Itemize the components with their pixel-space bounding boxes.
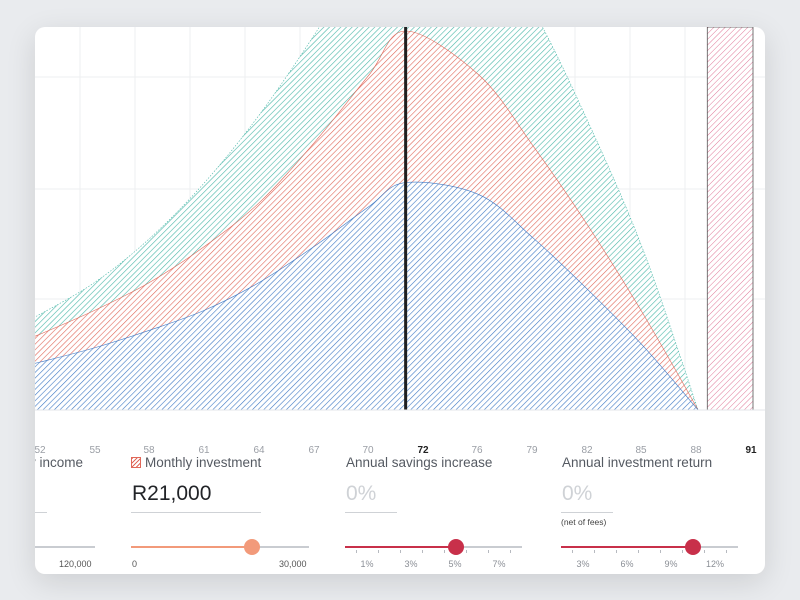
projection-area-blue — [35, 181, 699, 411]
x-tick-label: 82 — [581, 445, 593, 456]
return-tick-label: 9% — [664, 559, 678, 569]
slider-tick — [488, 550, 489, 553]
slider-tick — [682, 550, 683, 553]
x-tick-label: 72 — [417, 445, 429, 456]
income-control: y income 120,000 — [35, 455, 115, 574]
x-tick-label: 91 — [745, 445, 757, 456]
slider-tick — [616, 550, 617, 553]
savings-tick-label: 7% — [492, 559, 506, 569]
slider-tick — [704, 550, 705, 553]
slider-tick — [572, 550, 573, 553]
x-tick-label: 52 — [35, 445, 46, 456]
monthly-investment-min-label: 0 — [132, 559, 138, 569]
net-of-fees-note: (net of fees) — [561, 517, 607, 527]
savings-increase-value[interactable]: 0% — [346, 482, 377, 505]
slider-tick — [422, 550, 423, 553]
slider-tick — [594, 550, 595, 553]
investment-return-value[interactable]: 0% — [562, 482, 593, 505]
savings-increase-underline — [345, 512, 397, 513]
investment-return-slider-fill — [561, 546, 693, 548]
savings-tick-label: 1% — [360, 559, 374, 569]
income-max-label: 120,000 — [59, 559, 92, 569]
x-tick-label: 67 — [308, 445, 320, 456]
monthly-investment-label: Monthly investment — [131, 455, 261, 470]
x-tick-label: 58 — [143, 445, 155, 456]
x-tick-label: 64 — [253, 445, 265, 456]
slider-tick — [466, 550, 467, 553]
slider-tick — [378, 550, 379, 553]
return-tick-label: 12% — [705, 559, 725, 569]
x-tick-label: 85 — [635, 445, 647, 456]
x-tick-label: 61 — [198, 445, 210, 456]
investment-return-slider-thumb[interactable] — [685, 539, 701, 555]
x-tick-label: 70 — [362, 445, 374, 456]
slider-tick — [660, 550, 661, 553]
monthly-investment-value[interactable]: R21,000 — [132, 482, 212, 505]
x-tick-label: 76 — [471, 445, 483, 456]
x-tick-label: 88 — [690, 445, 702, 456]
x-axis: 52 55 58 61 64 67 70 72 76 79 82 85 88 91 — [35, 445, 765, 461]
monthly-investment-max-label: 30,000 — [279, 559, 307, 569]
x-tick-label: 79 — [526, 445, 538, 456]
monthly-investment-control: Monthly investment R21,000 0 30,000 — [131, 455, 316, 574]
investment-return-control: Annual investment return 0% (net of fees… — [561, 455, 761, 574]
slider-tick — [510, 550, 511, 553]
income-underline — [35, 512, 47, 513]
return-tick-label: 6% — [620, 559, 634, 569]
slider-tick — [638, 550, 639, 553]
savings-tick-label: 5% — [448, 559, 462, 569]
x-tick-label: 55 — [89, 445, 101, 456]
monthly-investment-label-text: Monthly investment — [145, 455, 262, 470]
return-tick-label: 3% — [576, 559, 590, 569]
savings-increase-control: Annual savings increase 0% 1% 3% 5% 7% — [345, 455, 535, 574]
life-expectancy-band — [706, 27, 754, 411]
chart-overlays — [35, 27, 765, 411]
chart-areas — [35, 27, 699, 411]
slider-tick — [726, 550, 727, 553]
monthly-investment-slider-fill — [131, 546, 252, 548]
retirement-calculator-card: 52 55 58 61 64 67 70 72 76 79 82 85 88 91 y income 12… — [35, 27, 765, 574]
monthly-investment-slider-thumb[interactable] — [244, 539, 260, 555]
legend-swatch-icon — [131, 457, 141, 468]
slider-tick — [444, 550, 445, 553]
income-slider-track[interactable] — [35, 546, 95, 548]
investment-return-label: Annual investment return — [562, 455, 713, 470]
savings-increase-slider-thumb[interactable] — [448, 539, 464, 555]
slider-tick — [400, 550, 401, 553]
monthly-investment-underline — [131, 512, 261, 513]
savings-tick-label: 3% — [404, 559, 418, 569]
projection-chart — [35, 27, 765, 411]
savings-increase-label: Annual savings increase — [346, 455, 493, 470]
investment-return-underline — [561, 512, 613, 513]
income-label: y income — [35, 455, 84, 470]
savings-increase-slider-fill — [345, 546, 456, 548]
slider-tick — [356, 550, 357, 553]
